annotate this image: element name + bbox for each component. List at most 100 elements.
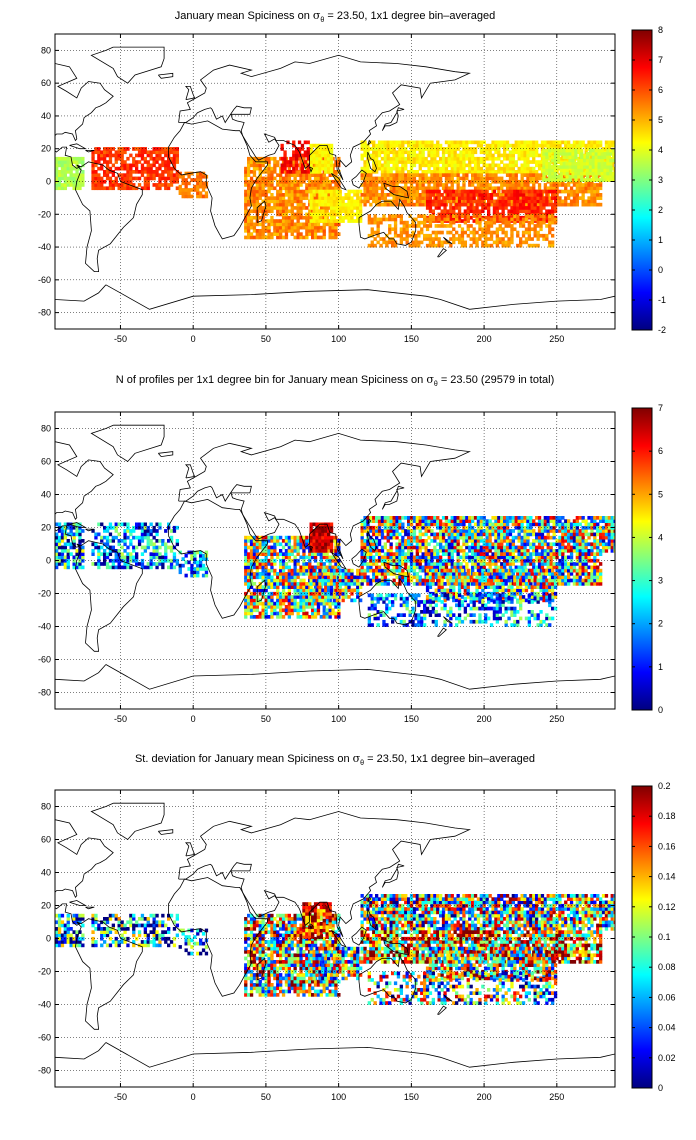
data-cell: [425, 233, 430, 238]
data-cell: [484, 227, 488, 232]
data-cell: [404, 202, 408, 207]
data-cell: [91, 542, 95, 547]
data-cell: [169, 156, 174, 161]
data-cell: [606, 178, 610, 182]
data-cell: [290, 202, 294, 207]
data-cell: [568, 158, 572, 163]
coastline: [185, 86, 196, 100]
data-cell: [309, 522, 313, 527]
data-cell: [273, 539, 277, 543]
data-cell: [105, 562, 110, 566]
data-cell: [375, 156, 379, 161]
data-cell: [273, 156, 277, 161]
data-cell: [572, 183, 577, 187]
data-cell: [287, 588, 292, 593]
data-cell: [446, 214, 450, 218]
data-cell: [108, 545, 113, 550]
data-cell: [447, 179, 452, 184]
data-cell: [328, 555, 332, 560]
data-cell: [588, 171, 593, 176]
data-cell: [392, 199, 396, 204]
data-cell: [293, 568, 297, 573]
colorbar-tick-label: 3: [658, 175, 663, 185]
data-cell: [325, 183, 329, 187]
gridlines: [55, 34, 615, 329]
data-cell: [495, 243, 500, 248]
data-cell: [430, 140, 434, 145]
data-cell: [316, 183, 321, 187]
data-cell: [524, 227, 529, 232]
data-cell: [450, 173, 454, 177]
data-cell: [302, 225, 306, 230]
data-cell: [258, 615, 262, 619]
data-cell: [329, 150, 334, 155]
data-cell: [97, 150, 101, 155]
data-cell: [55, 542, 59, 547]
data-cell: [404, 156, 408, 161]
data-cell: [255, 235, 260, 240]
data-cell: [366, 189, 370, 194]
data-cell: [97, 183, 101, 187]
data-cell: [299, 199, 303, 204]
data-cell: [249, 232, 254, 236]
data-cell: [60, 176, 65, 181]
data-cell: [558, 189, 562, 194]
data-cell: [463, 243, 468, 248]
data-cell: [508, 166, 513, 171]
data-cell: [473, 160, 478, 164]
data-cell: [436, 176, 440, 181]
data-cell: [600, 171, 604, 176]
data-cell: [383, 153, 388, 158]
data-cell: [123, 565, 127, 570]
data-cell: [302, 582, 306, 586]
data-cell: [452, 196, 456, 200]
data-cell: [436, 153, 440, 158]
data-cell: [252, 160, 257, 164]
data-cell: [97, 549, 101, 553]
data-cell: [559, 161, 564, 166]
data-cell: [398, 189, 402, 194]
data-cell: [319, 179, 324, 184]
data-cell: [313, 186, 318, 191]
data-cell: [247, 219, 251, 223]
data-cell: [258, 186, 262, 191]
data-cell: [100, 179, 104, 184]
data-cell: [545, 152, 549, 156]
data-cell: [264, 568, 268, 573]
data-cell: [417, 230, 421, 235]
data-cell: [114, 176, 118, 181]
y-tick-label: -80: [38, 308, 51, 318]
data-cell: [484, 189, 488, 194]
data-cell: [516, 196, 520, 200]
data-cell: [484, 215, 488, 220]
data-cell: [516, 193, 520, 197]
data-cell: [338, 219, 342, 223]
data-cell: [252, 166, 257, 171]
data-cell: [389, 160, 393, 164]
data-cell: [501, 230, 505, 235]
data-cell: [418, 147, 422, 151]
data-cell: [267, 196, 271, 200]
data-cell: [249, 595, 254, 599]
data-cell: [66, 166, 70, 171]
data-cell: [319, 565, 324, 570]
data-cell: [105, 539, 110, 543]
data-cell: [606, 155, 610, 159]
data-cell: [316, 225, 321, 230]
data-cell: [460, 233, 465, 238]
data-cell: [290, 535, 294, 540]
data-cell: [369, 186, 373, 191]
data-cell: [372, 199, 376, 204]
data-cell: [472, 237, 476, 241]
data-cell: [252, 222, 257, 227]
data-cell: [149, 156, 153, 161]
data-cell: [305, 235, 309, 240]
data-cell: [273, 229, 277, 233]
data-cell: [290, 595, 294, 599]
data-cell: [169, 183, 174, 187]
data-cell: [261, 578, 265, 583]
data-cell: [313, 196, 318, 200]
data-cell: [302, 608, 306, 613]
data-cell: [72, 179, 76, 184]
coastline: [55, 63, 114, 169]
